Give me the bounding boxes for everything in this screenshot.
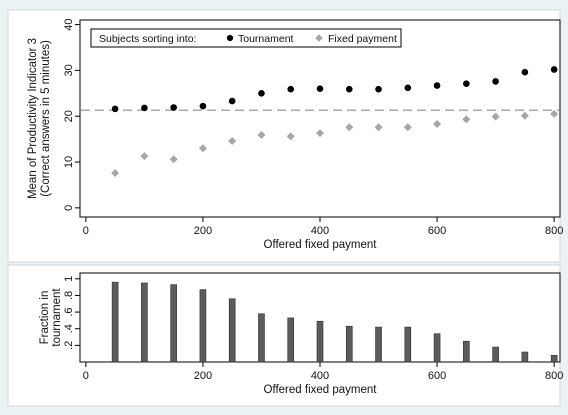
y-axis-title-line2: (Correct answers in 5 minutes) xyxy=(40,40,52,197)
fixed-payment-point xyxy=(374,123,383,132)
fixed-payment-point xyxy=(491,112,500,121)
y-tick-label: .8 xyxy=(63,291,75,300)
tournament-point xyxy=(492,78,499,85)
tournament-point xyxy=(170,104,177,111)
x-axis-title: Offered fixed payment xyxy=(264,384,378,396)
tournament-point xyxy=(375,85,382,93)
productivity-panel: 0 200 400 600 800 0 10 20 30 40 Offered fixed paym… xyxy=(7,9,563,263)
tournament-fraction-bar xyxy=(433,333,441,363)
fixed-payment-point xyxy=(520,111,529,120)
legend-fixed-payment-marker xyxy=(315,34,323,42)
fixed-payment-point xyxy=(403,123,412,132)
y-tick-label: 40 xyxy=(63,18,75,30)
tournament-point xyxy=(141,104,148,112)
tournament-point xyxy=(521,68,529,76)
y-axis-title-line1: Fraction in xyxy=(39,291,51,345)
legend-fixed-payment-label: Fixed payment xyxy=(328,33,397,45)
tournament-fraction-bar xyxy=(111,281,119,363)
legend-tournament-marker xyxy=(226,34,234,42)
tournament-fraction-bar xyxy=(228,298,236,363)
tournament-fraction-bar xyxy=(404,326,412,363)
tournament-point xyxy=(287,85,295,93)
x-tick-label: 800 xyxy=(545,370,563,382)
tournament-fraction-bar xyxy=(316,320,324,363)
x-tick-label: 200 xyxy=(194,225,212,237)
fixed-payment-point xyxy=(257,130,266,139)
tournament-fraction-bar xyxy=(287,317,295,363)
fixed-payment-point xyxy=(286,132,295,141)
fixed-payment-point xyxy=(316,129,324,138)
legend-box xyxy=(90,28,402,48)
fixed-payment-point xyxy=(111,169,120,178)
plot-area xyxy=(79,19,561,218)
tournament-fraction-bar xyxy=(375,326,382,363)
fixed-payment-point xyxy=(462,115,471,124)
fixed-payment-point xyxy=(433,119,442,128)
y-tick-label: 20 xyxy=(63,110,75,122)
x-tick-label: 200 xyxy=(194,370,212,382)
fixed-payment-point xyxy=(198,144,207,153)
y-tick-label: .4 xyxy=(63,324,75,333)
fixed-payment-point xyxy=(228,136,237,145)
x-axis-title: Offered fixed payment xyxy=(264,239,378,251)
tournament-point xyxy=(463,80,470,87)
tournament-fraction-bar xyxy=(463,340,470,363)
x-tick-label: 600 xyxy=(428,225,446,237)
tournament-fraction-bar xyxy=(258,313,265,363)
fixed-payment-point xyxy=(169,155,178,164)
x-tick-label: 400 xyxy=(311,370,329,382)
tournament-fraction-panel: 0 200 400 600 800 .2 .4 .6 .8 1 Offered fixed paym… xyxy=(7,264,563,407)
legend-tournament-label: Tournament xyxy=(238,33,294,45)
y-tick-label: 0 xyxy=(63,205,75,211)
tournament-point xyxy=(404,84,412,92)
tournament-point xyxy=(258,90,265,97)
tournament-fraction-bar xyxy=(141,282,148,363)
x-tick-label: 800 xyxy=(545,225,563,237)
x-tick-label: 0 xyxy=(83,225,89,237)
y-tick-label: 30 xyxy=(63,64,75,76)
tournament-point xyxy=(345,85,353,93)
y-tick-label: 10 xyxy=(63,156,75,168)
tournament-point xyxy=(550,66,558,73)
tournament-fraction-bar xyxy=(550,355,558,363)
x-tick-label: 0 xyxy=(83,370,89,382)
x-tick-label: 400 xyxy=(311,225,329,237)
y-tick-label: .2 xyxy=(63,341,75,350)
tournament-point xyxy=(199,102,207,110)
y-tick-label: .6 xyxy=(63,307,75,316)
y-axis-title-line1: Mean of Productivity Indicator 3 xyxy=(27,38,39,199)
tournament-fraction-bar xyxy=(170,284,177,363)
fixed-payment-point xyxy=(345,123,354,132)
x-tick-label: 600 xyxy=(428,370,446,382)
tournament-point xyxy=(433,82,441,89)
tournament-fraction-bar xyxy=(521,351,529,363)
tournament-point xyxy=(316,85,324,93)
fixed-payment-point xyxy=(550,109,559,118)
tournament-point xyxy=(228,97,236,105)
tournament-fraction-bar xyxy=(345,325,353,363)
y-tick-label: 1 xyxy=(63,276,75,282)
y-axis-title-line2: tournament xyxy=(51,288,63,347)
tournament-fraction-bar xyxy=(492,346,499,363)
legend-title: Subjects sorting into: xyxy=(99,33,196,45)
fixed-payment-point xyxy=(140,152,149,161)
tournament-fraction-bar xyxy=(199,289,207,363)
tournament-point xyxy=(111,105,119,113)
